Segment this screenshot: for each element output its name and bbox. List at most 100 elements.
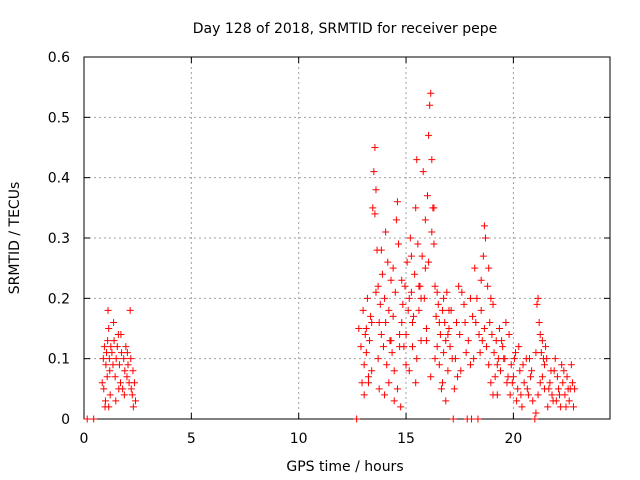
data-point	[439, 306, 447, 314]
data-point	[398, 318, 406, 326]
y-tick-label: 0.4	[48, 171, 70, 187]
data-point	[419, 168, 427, 176]
data-point	[100, 343, 108, 351]
data-point	[484, 282, 492, 290]
data-point	[129, 367, 137, 375]
data-point	[428, 228, 436, 236]
data-point	[104, 306, 112, 314]
data-point	[396, 343, 404, 351]
x-tick-labels: 0 5 10 15 20	[80, 431, 523, 447]
data-point	[535, 318, 543, 326]
data-point	[399, 300, 407, 308]
data-point	[128, 391, 136, 399]
data-point	[412, 204, 420, 212]
data-point	[497, 367, 505, 375]
data-point	[358, 379, 366, 387]
data-point	[454, 373, 462, 381]
data-point	[385, 306, 393, 314]
data-point	[493, 361, 501, 369]
data-point	[491, 373, 499, 381]
data-point	[563, 373, 571, 381]
data-point	[120, 391, 128, 399]
data-point	[445, 325, 453, 332]
data-point	[517, 391, 525, 399]
data-point	[384, 258, 392, 266]
data-point	[116, 379, 124, 387]
data-point	[369, 204, 377, 212]
data-point	[376, 300, 384, 308]
data-point	[464, 337, 472, 345]
data-point	[123, 373, 131, 381]
data-point	[397, 403, 405, 411]
grid	[84, 57, 610, 419]
data-point	[129, 403, 137, 411]
data-point	[500, 355, 508, 363]
data-point	[499, 343, 507, 351]
data-point	[364, 373, 372, 381]
data-point	[527, 373, 535, 381]
data-point	[495, 325, 503, 332]
data-point	[455, 282, 463, 290]
data-point	[435, 318, 443, 326]
data-point	[506, 391, 514, 399]
data-point	[98, 379, 106, 387]
data-point	[523, 385, 531, 393]
data-point	[110, 318, 118, 326]
data-point	[101, 397, 109, 405]
data-point	[111, 373, 119, 381]
data-point	[123, 349, 131, 357]
data-point	[359, 306, 367, 314]
data-point	[470, 355, 478, 363]
data-point	[444, 331, 452, 339]
data-point	[553, 373, 561, 381]
data-point	[402, 331, 410, 339]
data-point	[505, 331, 513, 339]
data-point	[105, 403, 113, 411]
data-point	[424, 192, 432, 200]
data-point	[390, 367, 398, 375]
data-point	[430, 204, 438, 212]
data-point	[405, 294, 413, 302]
data-point	[436, 331, 444, 339]
data-point	[524, 391, 532, 399]
data-point	[508, 379, 516, 387]
data-point	[570, 403, 578, 411]
data-point	[472, 318, 480, 326]
data-point	[132, 397, 140, 405]
data-point	[431, 355, 439, 363]
data-point	[567, 361, 575, 369]
data-point	[534, 391, 542, 399]
y-tick-labels: 0 0.1 0.2 0.3 0.4 0.5 0.6	[48, 50, 70, 428]
data-point	[512, 349, 520, 357]
data-point	[544, 403, 552, 411]
data-point	[375, 385, 383, 393]
data-point	[109, 361, 117, 369]
data-point	[379, 343, 387, 351]
data-point	[476, 349, 484, 357]
data-point	[433, 343, 441, 351]
data-point	[442, 397, 450, 405]
data-point	[437, 385, 445, 393]
data-point	[366, 337, 374, 345]
data-point	[498, 337, 506, 345]
data-point	[448, 355, 456, 363]
data-point	[355, 325, 363, 332]
axis-ticks	[83, 56, 610, 420]
data-point	[469, 312, 477, 320]
data-point	[507, 361, 515, 369]
data-point	[471, 264, 479, 272]
data-point	[381, 391, 389, 399]
data-point	[558, 361, 566, 369]
data-point	[126, 306, 134, 314]
data-point	[549, 397, 557, 405]
data-point	[443, 288, 451, 296]
data-point	[388, 349, 396, 357]
data-point	[404, 306, 412, 314]
data-point	[502, 318, 510, 326]
data-point	[115, 361, 123, 369]
data-point	[485, 361, 493, 369]
data-point	[360, 361, 368, 369]
data-point	[377, 331, 385, 339]
y-tick-label: 0.3	[48, 231, 70, 247]
